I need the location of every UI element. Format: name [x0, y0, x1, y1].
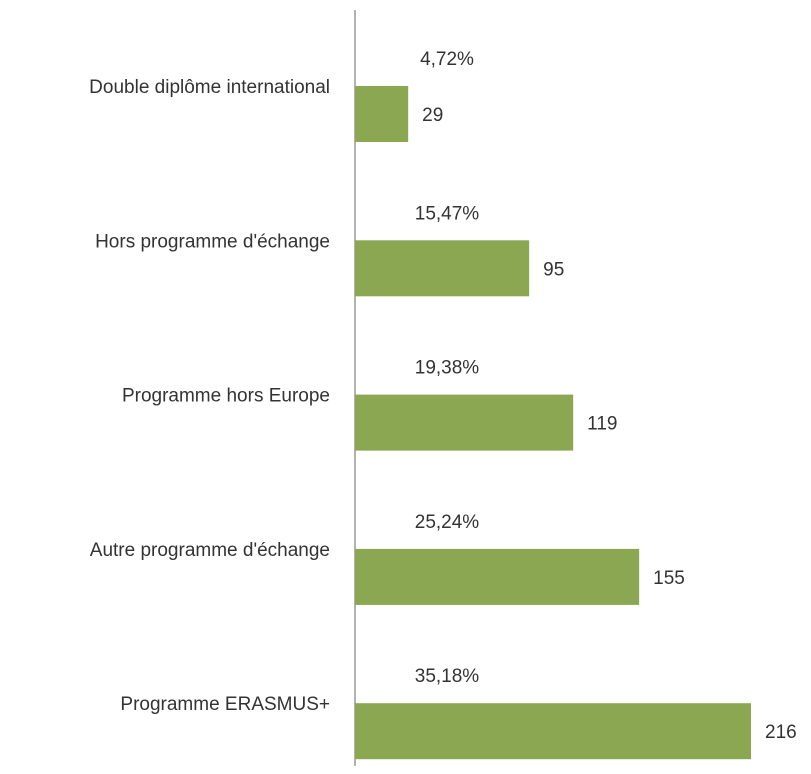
share-label: 25,24%: [415, 512, 480, 533]
category-label: Autre programme d'échange: [90, 540, 330, 561]
value-label: 29: [422, 105, 443, 126]
category-label: Hors programme d'échange: [95, 231, 330, 252]
bar: [355, 703, 751, 760]
category-label: Programme ERASMUS+: [120, 694, 330, 715]
category-label: Programme hors Europe: [122, 386, 330, 407]
value-label: 119: [587, 414, 617, 435]
share-label: 19,38%: [415, 358, 480, 379]
value-label: 95: [543, 259, 564, 280]
value-label: 155: [653, 568, 685, 589]
bar: [355, 394, 574, 451]
bar: [355, 548, 640, 605]
share-label: 35,18%: [415, 666, 480, 687]
share-label: 15,47%: [415, 203, 480, 224]
category-label: Double diplôme international: [89, 77, 330, 98]
share-label: 4,72%: [420, 49, 474, 70]
value-label: 216: [765, 722, 797, 743]
bar: [355, 240, 530, 297]
bar: [355, 86, 409, 142]
